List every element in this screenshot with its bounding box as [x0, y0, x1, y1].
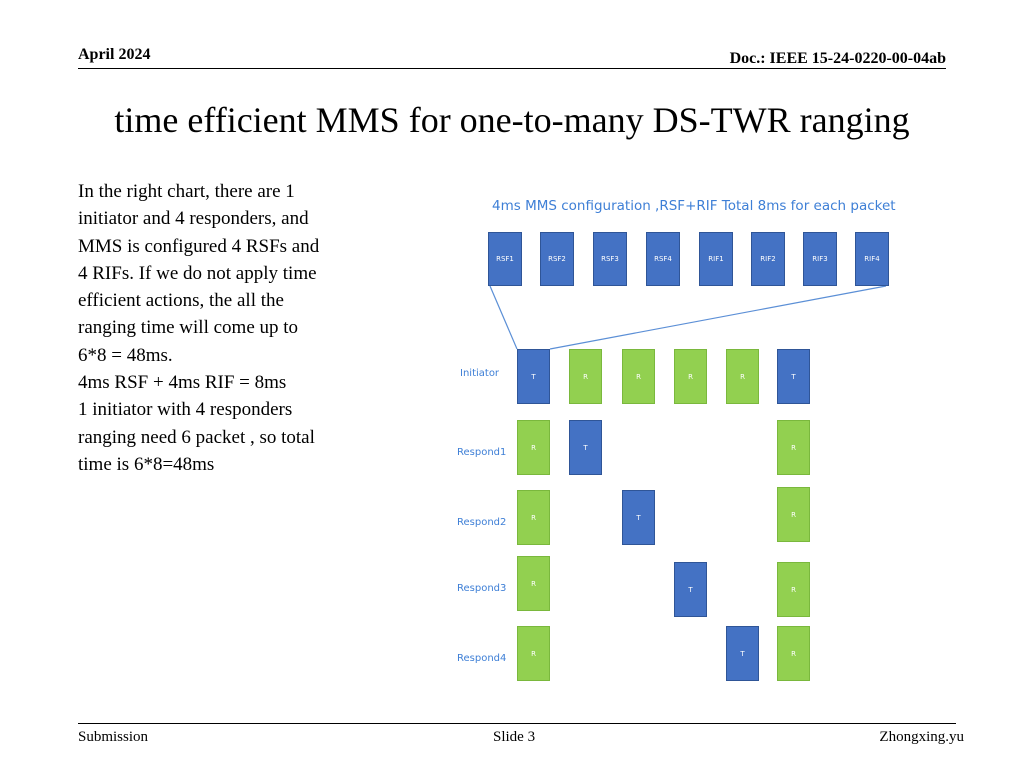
slot-respond3-6-rx: R	[777, 562, 810, 617]
connector-line-right	[549, 285, 887, 350]
body-line: ranging time will come up to	[78, 317, 299, 339]
slot-respond3-4-tx: T	[674, 562, 707, 617]
body-line: initiator and 4 responders, and	[78, 208, 309, 230]
slot-initiator-1-tx: T	[517, 349, 550, 404]
slot-respond4-1-rx: R	[517, 626, 550, 681]
slot-respond1-6-rx: R	[777, 420, 810, 475]
config-block-rif1: RIF1	[699, 232, 733, 286]
slot-initiator-5-rx: R	[726, 349, 759, 404]
config-block-rsf4: RSF4	[646, 232, 680, 286]
row-label-respond4: Respond4	[457, 653, 507, 664]
config-block-rsf2: RSF2	[540, 232, 574, 286]
row-label-respond2: Respond2	[457, 517, 507, 528]
connector-line-left	[489, 285, 518, 350]
slot-respond1-2-tx: T	[569, 420, 602, 475]
config-block-rsf1: RSF1	[488, 232, 522, 286]
body-line: 1 initiator with 4 responders	[78, 399, 293, 421]
slot-initiator-4-rx: R	[674, 349, 707, 404]
slot-respond4-5-tx: T	[726, 626, 759, 681]
row-label-respond1: Respond1	[457, 447, 507, 458]
mms-diagram: 4ms MMS configuration ,RSF+RIF Total 8ms…	[440, 190, 960, 690]
footer-slide-number: Slide 3	[493, 729, 536, 745]
body-line: 4ms RSF + 4ms RIF = 8ms	[78, 372, 287, 394]
slide-title: time efficient MMS for one-to-many DS-TW…	[114, 100, 910, 140]
header-date: April 2024	[78, 46, 151, 63]
config-block-rsf3: RSF3	[593, 232, 627, 286]
slot-respond2-1-rx: R	[517, 490, 550, 545]
header-divider	[78, 68, 946, 69]
body-line: time is 6*8=48ms	[78, 453, 215, 475]
slot-respond3-1-rx: R	[517, 556, 550, 611]
footer-author: Zhongxing.yu	[879, 729, 964, 745]
config-block-rif3: RIF3	[803, 232, 837, 286]
body-line: 6*8 = 48ms.	[78, 344, 173, 366]
zoom-connector-lines	[489, 285, 887, 350]
footer-divider	[78, 723, 956, 724]
slot-respond2-6-rx: R	[777, 487, 810, 542]
body-line: 4 RIFs. If we do not apply time	[78, 262, 317, 284]
row-label-respond3: Respond3	[457, 583, 507, 594]
config-block-rif4: RIF4	[855, 232, 889, 286]
slot-initiator-2-rx: R	[569, 349, 602, 404]
body-text: In the right chart, there are 1 initiato…	[78, 178, 378, 478]
footer-submission: Submission	[78, 729, 149, 745]
slot-respond4-6-rx: R	[777, 626, 810, 681]
config-block-rif2: RIF2	[751, 232, 785, 286]
body-line: MMS is configured 4 RSFs and	[78, 235, 320, 257]
body-line: efficient actions, the all the	[78, 290, 284, 312]
slot-respond1-1-rx: R	[517, 420, 550, 475]
slot-initiator-3-rx: R	[622, 349, 655, 404]
diagram-title: 4ms MMS configuration ,RSF+RIF Total 8ms…	[492, 198, 896, 214]
row-label-initiator: Initiator	[460, 368, 500, 379]
body-line: ranging need 6 packet , so total	[78, 426, 315, 448]
slot-respond2-3-tx: T	[622, 490, 655, 545]
header-doc-id: Doc.: IEEE 15-24-0220-00-04ab	[729, 50, 946, 67]
slot-initiator-6-tx: T	[777, 349, 810, 404]
body-line: In the right chart, there are 1	[78, 181, 295, 202]
